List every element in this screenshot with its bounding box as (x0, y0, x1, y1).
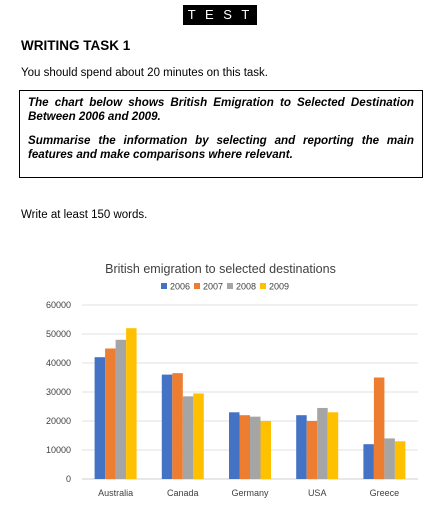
prompt-box: The chart below shows British Emigration… (19, 90, 423, 178)
y-tick-label: 50000 (46, 329, 71, 339)
bar-2007-canada (172, 373, 183, 479)
x-tick-label: Greece (370, 488, 400, 498)
y-axis-ticks: 0 10000 20000 30000 40000 50000 60000 (46, 300, 71, 484)
legend-swatch (227, 283, 233, 289)
y-tick-label: 10000 (46, 445, 71, 455)
task-heading: WRITING TASK 1 (21, 38, 131, 53)
word-count-instruction: Write at least 150 words. (21, 209, 148, 221)
x-tick-label: USA (308, 488, 327, 498)
prompt-directive: Summarise the information by selecting a… (28, 134, 414, 161)
legend-swatch (260, 283, 266, 289)
bar-2006-greece (363, 444, 374, 479)
y-tick-label: 60000 (46, 300, 71, 310)
chart-legend: 2006 2007 2008 2009 (161, 282, 289, 292)
bar-2007-germany (239, 415, 250, 479)
time-instruction: You should spend about 20 minutes on thi… (21, 67, 268, 79)
legend-swatch (194, 283, 200, 289)
x-axis-ticks: Australia Canada Germany USA Greece (98, 488, 399, 498)
bar-2009-canada (193, 393, 204, 479)
bar-2009-australia (126, 328, 137, 479)
legend-label: 2009 (269, 282, 289, 292)
bar-2008-germany (250, 416, 261, 479)
bar-2008-usa (317, 407, 328, 479)
x-tick-label: Australia (98, 488, 133, 498)
y-tick-label: 40000 (46, 358, 71, 368)
bar-2009-usa (327, 412, 339, 479)
legend-label: 2008 (236, 282, 256, 292)
chart-title: British emigration to selected destinati… (105, 262, 336, 276)
legend-label: 2006 (170, 282, 190, 292)
bar-2008-australia (115, 339, 127, 479)
bar-2006-australia (94, 357, 106, 479)
x-tick-label: Canada (167, 488, 199, 498)
bar-2006-usa (296, 415, 307, 479)
legend-swatch (161, 283, 167, 289)
bar-2009-germany (260, 421, 271, 479)
x-tick-label: Germany (231, 488, 269, 498)
bar-2007-greece (373, 377, 385, 479)
y-tick-label: 20000 (46, 416, 71, 426)
legend-label: 2007 (203, 282, 223, 292)
y-tick-label: 30000 (46, 387, 71, 397)
bar-2009-greece (394, 441, 406, 479)
bar-2008-canada (182, 396, 194, 479)
bar-2008-greece (384, 438, 395, 479)
bar-2007-usa (306, 421, 318, 479)
chart-bars (94, 328, 406, 479)
bar-2006-germany (229, 412, 240, 479)
test-banner: T E S T - 1 (183, 5, 257, 42)
y-tick-label: 0 (66, 474, 71, 484)
bar-2007-australia (105, 348, 116, 479)
prompt-description: The chart below shows British Emigration… (28, 96, 414, 123)
bar-2006-canada (161, 374, 173, 479)
